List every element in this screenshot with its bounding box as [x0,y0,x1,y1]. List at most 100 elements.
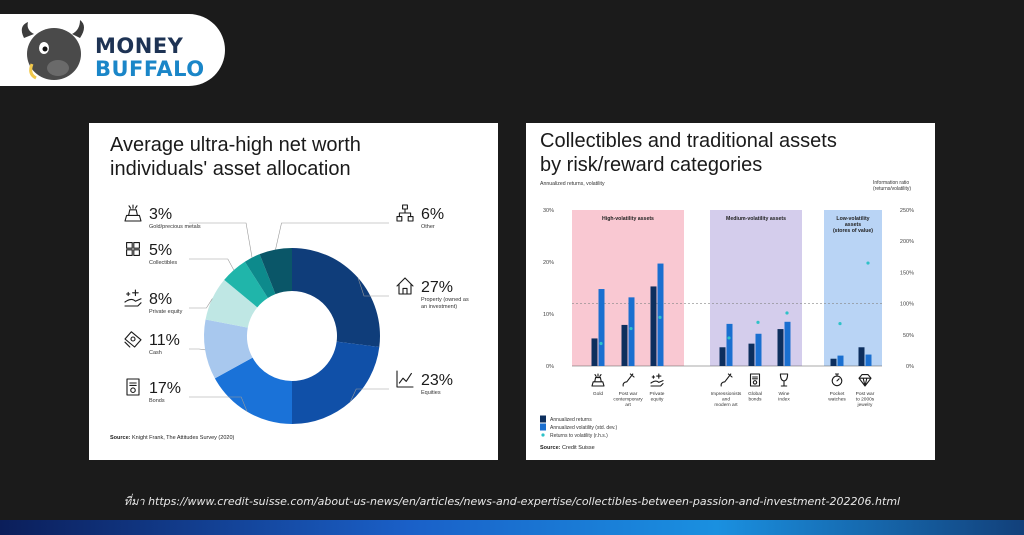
volatility-bar [865,354,872,366]
buffalo-icon [21,20,84,80]
returns-bar [830,358,837,366]
donut-category-label: Other [421,224,435,230]
risk-band-label: (stores of value) [833,228,873,234]
right-axis-label-1: Information ratio [873,180,909,186]
ratio-point [629,326,633,331]
category-label: modern art [714,402,738,408]
asset-allocation-panel: Average ultra-high net worth individuals… [89,123,498,460]
category-label: index [778,397,790,403]
risk-band-label: High-volatility assets [602,216,654,222]
donut-leader-line [189,348,206,351]
donut-leader-line [275,222,389,250]
ratio-point [866,261,870,265]
brand-line2: BUFFALO [95,57,205,81]
right-axis-label-2: (returns/volatility) [873,186,911,192]
returns-bar [777,329,784,366]
category-label: and [722,397,730,403]
bar-source-text: Credit Suisse [562,445,595,451]
donut-slice [259,248,292,295]
gold-bars-icon [124,204,142,222]
ratio-point [727,336,731,340]
paintbrush-icon [622,373,635,387]
right-tick-label: 250% [900,208,914,214]
house-icon [396,277,414,295]
right-tick-label: 150% [900,270,914,276]
donut-pct-label: 3% [149,206,172,223]
legend-label: Annualized returns [550,417,592,423]
donut-source-text: Knight Frank, The Attitudes Survey (2020… [132,435,235,441]
certificate-icon [126,378,140,396]
donut-category-label: Bonds [149,398,165,404]
bar-source: Source: Credit Suisse [540,445,595,451]
left-tick-label: 0% [546,364,554,370]
volatility-bar [784,321,791,366]
category-label: jewelry [857,402,874,408]
donut-pct-label: 23% [421,372,453,389]
volatility-bar [837,355,844,366]
donut-pct-label: 5% [149,242,172,259]
donut-pct-label: 8% [149,291,172,308]
bottom-gradient-bar [0,520,1024,535]
donut-pct-label: 11% [149,332,180,349]
donut-category-label: Cash [149,350,162,356]
legend-label: Returns to volatility (r.h.s.) [550,433,608,439]
returns-bar [621,324,628,366]
returns-bar [650,286,657,366]
category-label: Post war [619,391,638,397]
donut-slice [292,248,380,348]
ratio-point [838,321,842,326]
donut-category-label: Collectibles [149,260,177,266]
volatility-bar [755,333,762,366]
donut-source: Source: Knight Frank, The Attitudes Surv… [110,435,234,441]
hand-sparkle-icon [650,373,664,387]
category-label: Pocket [830,391,845,397]
ratio-point [785,311,789,315]
risk-band [824,210,882,366]
footer-source-link[interactable]: ที่มา https://www.credit-suisse.com/abou… [123,495,901,508]
risk-band-label: assets [845,222,861,228]
right-tick-label: 100% [900,302,914,308]
returns-bar [748,343,755,366]
category-label: Wine [779,391,790,397]
donut-pct-label: 27% [421,279,453,296]
category-label: to 2000s [856,397,875,403]
donut-pct-label: 17% [149,380,181,397]
donut-leader-line [189,298,213,309]
volatility-bar [726,323,733,366]
category-label: contemporary [613,397,643,403]
left-tick-label: 10% [543,312,554,318]
donut-slice [224,261,268,308]
donut-title-line2: individuals' asset allocation [110,158,351,180]
wine-glass-icon [779,373,789,387]
donut-leader-line [357,277,389,297]
stopwatch-icon [831,373,843,387]
risk-band-label: Medium-volatility assets [726,216,786,222]
volatility-bar [598,289,605,366]
ratio-point [599,341,603,346]
returns-bar [591,338,598,366]
certificate-icon [749,373,761,387]
ratio-point [756,320,760,324]
donut-slice [204,319,253,379]
left-tick-label: 30% [543,208,554,214]
left-tick-label: 20% [543,260,554,266]
donut-slice [292,341,380,424]
donut-category-label: Gold/precious metals [149,224,201,230]
gold-bars-icon [591,373,605,387]
legend-label: Annualized volatility (std. dev.) [550,425,617,431]
category-label: Post war [856,391,875,397]
right-tick-label: 50% [903,333,914,339]
volatility-bar [657,263,664,366]
donut-leader-line [349,388,389,403]
donut-title-line1: Average ultra-high net worth [110,134,361,156]
category-label: Private [650,391,665,397]
donut-slice [205,279,258,328]
returns-bar [858,347,865,366]
donut-category-label: Equities [421,390,441,396]
brand-logo-pill[interactable]: MONEY BUFFALO [0,14,225,86]
legend-swatch [541,433,545,437]
donut-slice [244,254,276,299]
category-label: watches [828,397,846,403]
paintbrush-icon [720,373,733,387]
